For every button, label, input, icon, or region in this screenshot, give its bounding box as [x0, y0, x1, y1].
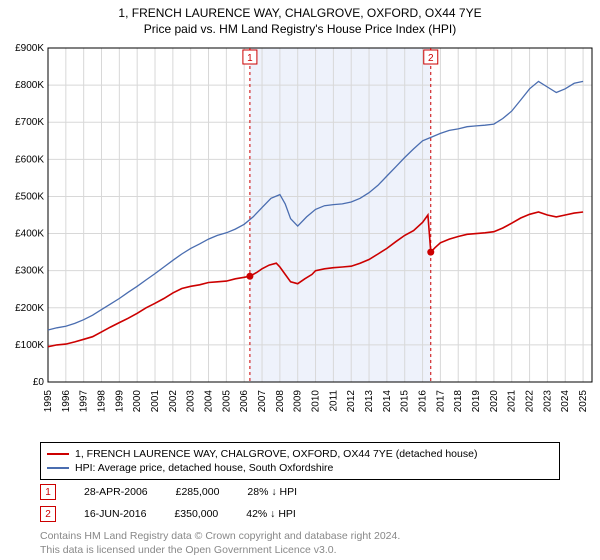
marker-badge: 2	[40, 506, 56, 522]
title-line-1: 1, FRENCH LAURENCE WAY, CHALGROVE, OXFOR…	[0, 0, 600, 20]
svg-text:1996: 1996	[61, 390, 72, 413]
svg-text:2021: 2021	[507, 390, 518, 413]
svg-text:2003: 2003	[186, 390, 197, 413]
chart-area: £0 £100K £200K £300K £400K £500K £600K £700K £80…	[0, 42, 600, 432]
svg-text:2004: 2004	[204, 390, 215, 413]
chart-svg: £0 £100K £200K £300K £400K £500K £600K £700K £80…	[0, 42, 600, 432]
svg-text:2016: 2016	[418, 390, 429, 413]
svg-text:2001: 2001	[150, 390, 161, 413]
legend-swatch	[47, 453, 69, 455]
svg-text:2018: 2018	[453, 390, 464, 413]
svg-text:2: 2	[428, 53, 434, 64]
marker-badge: 1	[40, 484, 56, 500]
legend-label: HPI: Average price, detached house, Sout…	[75, 462, 333, 474]
svg-text:2002: 2002	[168, 390, 179, 413]
svg-text:£700K: £700K	[15, 117, 44, 128]
transaction-price: £350,000	[174, 508, 218, 520]
svg-text:2005: 2005	[221, 390, 232, 413]
svg-text:2024: 2024	[560, 390, 571, 413]
svg-text:2019: 2019	[471, 390, 482, 413]
svg-text:£100K: £100K	[15, 340, 44, 351]
transaction-row: 1 28-APR-2006 £285,000 28% ↓ HPI	[40, 484, 580, 500]
svg-text:2023: 2023	[542, 390, 553, 413]
svg-text:2007: 2007	[257, 390, 268, 413]
transaction-date: 16-JUN-2016	[84, 508, 146, 520]
svg-text:2008: 2008	[275, 390, 286, 413]
footnote: This data is licensed under the Open Gov…	[40, 544, 337, 556]
transaction-delta: 28% ↓ HPI	[247, 486, 297, 498]
svg-text:£800K: £800K	[15, 80, 44, 91]
svg-text:2000: 2000	[132, 390, 143, 413]
svg-text:£200K: £200K	[15, 303, 44, 314]
footnote: Contains HM Land Registry data © Crown c…	[40, 530, 400, 542]
svg-text:£0: £0	[33, 377, 45, 388]
svg-text:1995: 1995	[43, 390, 54, 413]
svg-text:2012: 2012	[346, 390, 357, 413]
legend-swatch	[47, 467, 69, 469]
svg-text:2011: 2011	[328, 390, 339, 412]
svg-text:£400K: £400K	[15, 229, 44, 240]
svg-text:1998: 1998	[97, 390, 108, 413]
svg-text:2020: 2020	[489, 390, 500, 413]
svg-text:2022: 2022	[525, 390, 536, 413]
svg-text:£500K: £500K	[15, 191, 44, 202]
legend: 1, FRENCH LAURENCE WAY, CHALGROVE, OXFOR…	[40, 442, 560, 480]
svg-text:2014: 2014	[382, 390, 393, 413]
svg-text:1: 1	[247, 53, 253, 64]
svg-text:2017: 2017	[435, 390, 446, 413]
transaction-row: 2 16-JUN-2016 £350,000 42% ↓ HPI	[40, 506, 580, 522]
transaction-date: 28-APR-2006	[84, 486, 148, 498]
svg-text:2013: 2013	[364, 390, 375, 413]
svg-text:2009: 2009	[293, 390, 304, 413]
legend-item: 1, FRENCH LAURENCE WAY, CHALGROVE, OXFOR…	[47, 447, 553, 461]
svg-text:1999: 1999	[114, 390, 125, 413]
chart-container: 1, FRENCH LAURENCE WAY, CHALGROVE, OXFOR…	[0, 0, 600, 560]
svg-text:2006: 2006	[239, 390, 250, 413]
svg-text:£600K: £600K	[15, 154, 44, 165]
svg-text:2010: 2010	[311, 390, 322, 413]
svg-text:£300K: £300K	[15, 266, 44, 277]
transaction-delta: 42% ↓ HPI	[246, 508, 296, 520]
legend-label: 1, FRENCH LAURENCE WAY, CHALGROVE, OXFOR…	[75, 448, 477, 460]
title-line-2: Price paid vs. HM Land Registry's House …	[0, 20, 600, 36]
svg-text:2015: 2015	[400, 390, 411, 413]
svg-text:1997: 1997	[79, 390, 90, 413]
svg-text:2025: 2025	[578, 390, 589, 413]
legend-item: HPI: Average price, detached house, Sout…	[47, 461, 553, 475]
transaction-price: £285,000	[176, 486, 220, 498]
svg-text:£900K: £900K	[15, 43, 44, 54]
